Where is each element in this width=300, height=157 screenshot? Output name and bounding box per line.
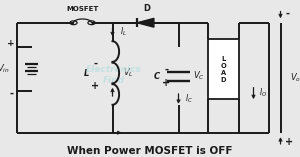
Text: +: + bbox=[162, 78, 171, 88]
Text: Electronics
Find: Electronics Find bbox=[86, 65, 142, 85]
Text: $V_L$: $V_L$ bbox=[123, 67, 134, 79]
Text: $V_C$: $V_C$ bbox=[193, 70, 205, 82]
Text: $I_O$: $I_O$ bbox=[259, 86, 267, 99]
Text: $V_o$: $V_o$ bbox=[290, 71, 300, 84]
Text: C: C bbox=[154, 72, 160, 81]
Text: +: + bbox=[7, 39, 15, 49]
Text: -: - bbox=[9, 89, 13, 99]
Text: -: - bbox=[93, 59, 97, 69]
Text: MOSFET: MOSFET bbox=[66, 6, 99, 12]
Polygon shape bbox=[137, 18, 154, 27]
Text: -: - bbox=[164, 65, 169, 75]
Text: $V_{in}$: $V_{in}$ bbox=[0, 63, 9, 75]
Text: When Power MOSFET is OFF: When Power MOSFET is OFF bbox=[67, 146, 233, 156]
Text: +: + bbox=[285, 137, 293, 147]
Text: D: D bbox=[143, 4, 151, 13]
Text: -: - bbox=[285, 8, 289, 18]
Text: L: L bbox=[84, 68, 90, 78]
Bar bbox=[208, 39, 238, 99]
Text: L
O
A
D: L O A D bbox=[220, 56, 226, 83]
Text: +: + bbox=[91, 81, 99, 91]
Text: $I_C$: $I_C$ bbox=[185, 93, 193, 105]
Text: $I_L$: $I_L$ bbox=[120, 26, 127, 38]
